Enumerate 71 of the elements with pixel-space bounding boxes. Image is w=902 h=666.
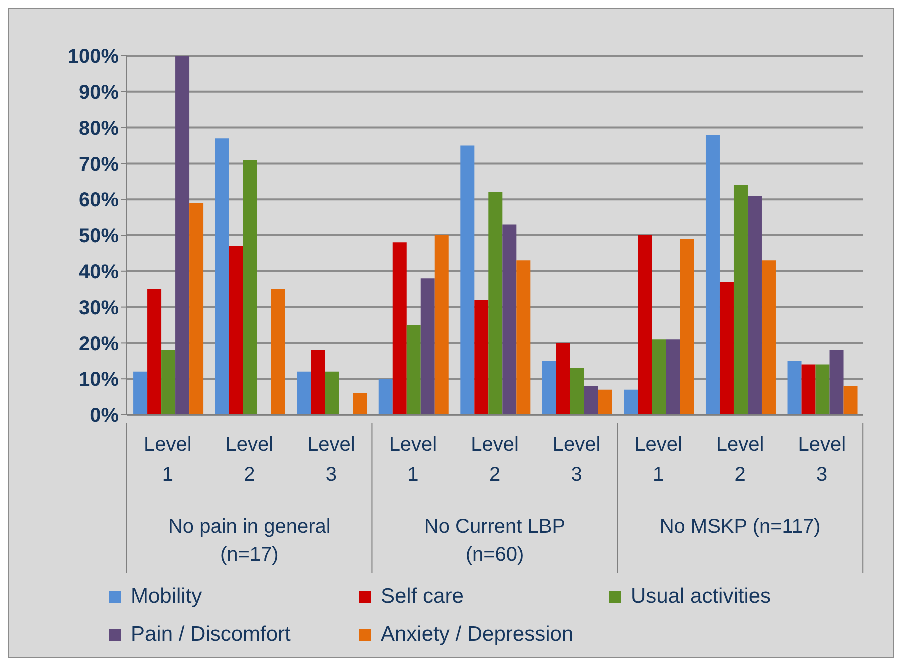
bar xyxy=(666,340,680,415)
bar xyxy=(680,239,694,415)
bar xyxy=(148,289,162,415)
text: No pain in general (n=17) xyxy=(168,516,331,566)
bar xyxy=(162,350,176,415)
x-tick-label: Level 3 xyxy=(308,434,356,486)
y-tick-label: 100% xyxy=(68,46,120,68)
y-tick-label: 20% xyxy=(78,333,120,356)
y-tick-label: 10% xyxy=(78,369,120,392)
x-tick-label: Level 1 xyxy=(389,434,438,486)
bar xyxy=(488,192,503,415)
x-tick-label: Level 2 xyxy=(226,434,274,486)
text: No MSKP (n=117) xyxy=(660,516,821,538)
bar xyxy=(474,300,489,415)
bar xyxy=(844,386,858,415)
bar xyxy=(134,372,148,415)
bar xyxy=(706,134,720,415)
x-tick-label: Level 1 xyxy=(634,434,682,486)
bar xyxy=(406,325,421,415)
y-tick-label: 90% xyxy=(78,82,120,104)
bar xyxy=(816,364,830,415)
bar xyxy=(502,224,517,415)
bar xyxy=(734,185,748,415)
bar xyxy=(556,343,570,415)
legend-label: Self care xyxy=(380,585,465,609)
y-tick-label: 30% xyxy=(78,297,120,320)
bar xyxy=(460,146,475,415)
legend-label: Pain / Discomfort xyxy=(130,623,292,647)
bar xyxy=(378,379,393,415)
bar xyxy=(830,350,844,415)
legend-label: Mobility xyxy=(130,585,204,609)
bar xyxy=(720,282,734,415)
bar xyxy=(311,350,326,415)
bar xyxy=(297,372,312,415)
y-tick-label: 60% xyxy=(78,190,120,212)
x-tick-label: Level 3 xyxy=(798,434,846,486)
bar xyxy=(638,236,652,415)
bar xyxy=(271,289,286,415)
bar xyxy=(542,361,556,415)
text: No Current LBP (n=60) xyxy=(424,516,566,566)
bar xyxy=(748,196,762,415)
y-tick-label: 0% xyxy=(90,405,120,428)
bar xyxy=(570,368,584,415)
bar xyxy=(434,236,449,415)
bar xyxy=(176,56,190,415)
x-tick-label: Level 2 xyxy=(471,434,519,486)
bar xyxy=(420,278,435,415)
bar xyxy=(353,393,368,415)
y-tick-label: 50% xyxy=(78,226,120,248)
bar xyxy=(584,386,598,415)
bar xyxy=(215,138,230,415)
legend-label: Usual activities xyxy=(630,585,772,609)
bar xyxy=(788,361,802,415)
bar xyxy=(652,340,666,415)
bar xyxy=(243,160,258,415)
bar xyxy=(516,260,531,415)
legend-label: Anxiety / Depression xyxy=(380,623,575,647)
bar xyxy=(598,390,612,415)
x-tick-label: Level 2 xyxy=(716,434,764,486)
bar xyxy=(325,372,340,415)
bar xyxy=(190,203,204,415)
bar xyxy=(392,242,407,415)
x-tick-label: Level 1 xyxy=(144,434,192,486)
bar xyxy=(802,364,816,415)
bar xyxy=(624,390,638,415)
y-tick-label: 40% xyxy=(78,262,120,284)
bar xyxy=(762,260,776,415)
y-tick-label: 80% xyxy=(78,118,120,140)
x-tick-label: Level 3 xyxy=(552,434,601,486)
y-tick-label: 70% xyxy=(78,154,120,176)
bar xyxy=(229,246,244,415)
